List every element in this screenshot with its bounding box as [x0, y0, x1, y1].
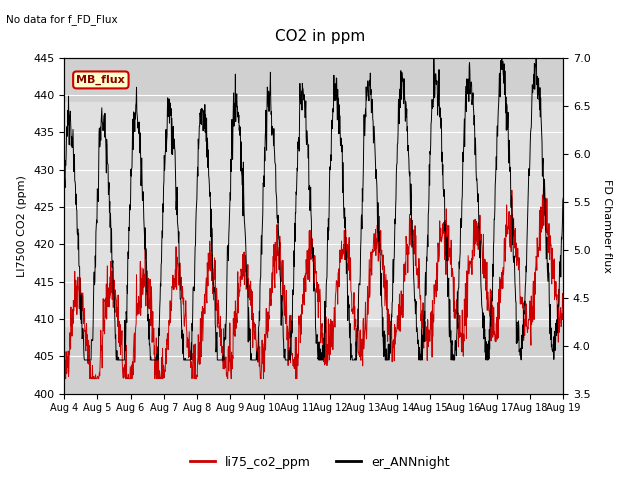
Text: CO2 in ppm: CO2 in ppm: [275, 29, 365, 44]
Bar: [64, 102, 563, 326]
Legend: li75_co2_ppm, er_ANNnight: li75_co2_ppm, er_ANNnight: [186, 451, 454, 474]
Text: MB_flux: MB_flux: [77, 75, 125, 85]
Y-axis label: LI7500 CO2 (ppm): LI7500 CO2 (ppm): [17, 175, 28, 276]
Text: No data for f_FD_Flux: No data for f_FD_Flux: [6, 14, 118, 25]
Y-axis label: FD Chamber flux: FD Chamber flux: [602, 179, 611, 273]
